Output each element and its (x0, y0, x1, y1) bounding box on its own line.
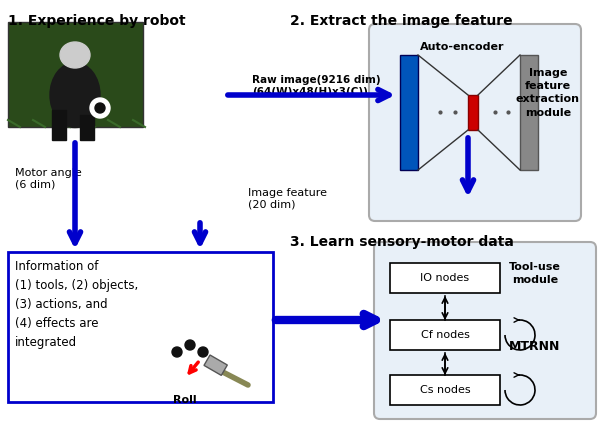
Text: Image
feature
extraction
module: Image feature extraction module (516, 68, 580, 118)
FancyBboxPatch shape (80, 115, 94, 140)
Text: Raw image(9216 dim)
(64(W)x48(H)x3(C)): Raw image(9216 dim) (64(W)x48(H)x3(C)) (252, 75, 380, 97)
FancyBboxPatch shape (369, 24, 581, 221)
FancyBboxPatch shape (8, 252, 273, 402)
Ellipse shape (198, 347, 208, 357)
Ellipse shape (50, 62, 100, 127)
Text: 1. Experience by robot: 1. Experience by robot (8, 14, 185, 28)
Bar (400, 55, 418, 170)
Ellipse shape (60, 42, 90, 68)
FancyBboxPatch shape (374, 242, 596, 419)
FancyBboxPatch shape (390, 375, 500, 405)
Ellipse shape (185, 340, 195, 350)
Text: Tool-use
module: Tool-use module (509, 262, 561, 285)
Text: Cf nodes: Cf nodes (421, 330, 469, 340)
FancyBboxPatch shape (52, 110, 66, 140)
Text: Cs nodes: Cs nodes (419, 385, 470, 395)
Bar (520, 55, 538, 170)
Text: 3. Learn sensory-motor data: 3. Learn sensory-motor data (290, 235, 514, 249)
Bar (204, 355, 227, 376)
Ellipse shape (95, 103, 105, 113)
Text: Motor angle
(6 dim): Motor angle (6 dim) (15, 168, 82, 189)
Text: Auto-encoder: Auto-encoder (420, 42, 505, 52)
FancyBboxPatch shape (390, 263, 500, 293)
Text: IO nodes: IO nodes (421, 273, 470, 283)
Ellipse shape (167, 333, 212, 378)
FancyBboxPatch shape (390, 320, 500, 350)
Text: MTRNN: MTRNN (509, 340, 560, 353)
Text: Information of
(1) tools, (2) objects,
(3) actions, and
(4) effects are
integrat: Information of (1) tools, (2) objects, (… (15, 260, 138, 349)
Ellipse shape (172, 347, 182, 357)
Text: Roll: Roll (173, 395, 197, 405)
Bar (8, 22, 143, 127)
Ellipse shape (90, 98, 110, 118)
Text: Image feature
(20 dim): Image feature (20 dim) (248, 188, 327, 210)
Text: 2. Extract the image feature: 2. Extract the image feature (290, 14, 512, 28)
Bar (468, 95, 478, 130)
